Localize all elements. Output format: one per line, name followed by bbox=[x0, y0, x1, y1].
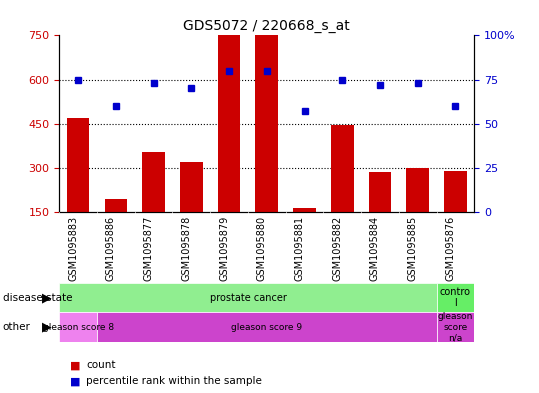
Text: gleason score 9: gleason score 9 bbox=[231, 323, 302, 332]
Text: GSM1095876: GSM1095876 bbox=[445, 216, 455, 281]
Bar bbox=[59, 312, 97, 342]
Bar bbox=[142, 152, 165, 212]
Text: GSM1095878: GSM1095878 bbox=[181, 216, 191, 281]
Bar bbox=[67, 118, 89, 212]
Text: ▶: ▶ bbox=[42, 291, 52, 304]
Text: GSM1095883: GSM1095883 bbox=[68, 216, 78, 281]
Text: gleason score 8: gleason score 8 bbox=[43, 323, 114, 332]
Text: GSM1095881: GSM1095881 bbox=[294, 216, 305, 281]
Bar bbox=[331, 125, 354, 212]
Text: percentile rank within the sample: percentile rank within the sample bbox=[86, 376, 262, 386]
Text: disease state: disease state bbox=[3, 293, 72, 303]
Text: contro
l: contro l bbox=[440, 287, 471, 309]
Text: GSM1095882: GSM1095882 bbox=[332, 216, 342, 281]
Text: GSM1095884: GSM1095884 bbox=[370, 216, 380, 281]
Text: GSM1095877: GSM1095877 bbox=[143, 216, 154, 281]
Bar bbox=[218, 34, 240, 212]
Text: ■: ■ bbox=[70, 360, 80, 371]
Bar bbox=[105, 199, 127, 212]
Bar bbox=[369, 173, 391, 212]
Text: GSM1095880: GSM1095880 bbox=[257, 216, 267, 281]
Text: other: other bbox=[3, 322, 31, 332]
Text: ▶: ▶ bbox=[42, 321, 52, 334]
Text: ■: ■ bbox=[70, 376, 80, 386]
Text: prostate cancer: prostate cancer bbox=[210, 293, 286, 303]
Bar bbox=[437, 312, 474, 342]
Bar bbox=[293, 208, 316, 212]
Bar bbox=[406, 168, 429, 212]
Text: gleason
score
n/a: gleason score n/a bbox=[438, 312, 473, 342]
Text: GSM1095885: GSM1095885 bbox=[407, 216, 418, 281]
Bar bbox=[437, 283, 474, 312]
Bar bbox=[180, 162, 203, 212]
Title: GDS5072 / 220668_s_at: GDS5072 / 220668_s_at bbox=[183, 19, 350, 33]
Bar bbox=[255, 35, 278, 212]
Text: count: count bbox=[86, 360, 116, 371]
Bar bbox=[444, 171, 467, 212]
Bar bbox=[97, 312, 437, 342]
Text: GSM1095879: GSM1095879 bbox=[219, 216, 229, 281]
Text: GSM1095886: GSM1095886 bbox=[106, 216, 116, 281]
